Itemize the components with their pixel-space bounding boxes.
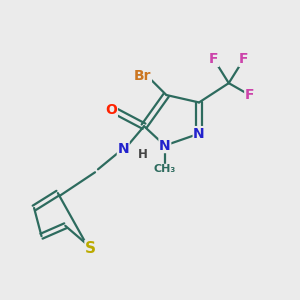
Text: F: F <box>239 52 248 66</box>
Text: N: N <box>193 127 205 141</box>
Text: CH₃: CH₃ <box>154 164 176 174</box>
Text: N: N <box>117 142 129 155</box>
Text: F: F <box>209 52 219 66</box>
Text: Br: Br <box>134 69 151 83</box>
Text: F: F <box>245 88 254 102</box>
Text: S: S <box>85 241 96 256</box>
Text: N: N <box>159 139 171 152</box>
Text: O: O <box>105 103 117 117</box>
Text: H: H <box>138 148 148 161</box>
